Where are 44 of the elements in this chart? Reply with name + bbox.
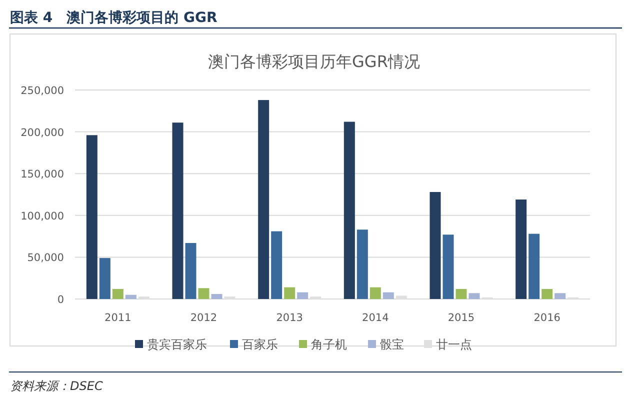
bar bbox=[456, 288, 467, 299]
bar bbox=[344, 122, 355, 299]
bar bbox=[271, 231, 282, 299]
bar bbox=[370, 287, 381, 299]
x-tick-label: 2015 bbox=[448, 312, 475, 324]
bar bbox=[554, 293, 566, 299]
bar bbox=[284, 287, 296, 299]
bar bbox=[99, 258, 110, 299]
bar bbox=[125, 294, 136, 299]
x-tick-label: 2016 bbox=[534, 312, 561, 324]
bar bbox=[297, 292, 308, 299]
bar bbox=[542, 288, 553, 299]
bar bbox=[356, 230, 368, 299]
bar bbox=[198, 288, 210, 299]
bar bbox=[382, 292, 394, 299]
chart-subtitle: 澳门各博彩项目历年GGR情况 bbox=[208, 52, 420, 71]
y-tick-label: 200,000 bbox=[20, 126, 64, 139]
bar bbox=[185, 242, 196, 299]
bar bbox=[468, 293, 480, 299]
bar bbox=[172, 122, 184, 299]
legend-label: 骰宝 bbox=[380, 338, 404, 352]
bar bbox=[211, 294, 222, 299]
y-tick-label: 50,000 bbox=[27, 252, 64, 264]
bar bbox=[86, 135, 98, 299]
y-tick-label: 0 bbox=[57, 294, 64, 306]
bar bbox=[112, 288, 124, 299]
legend-label: 百家乐 bbox=[242, 338, 278, 352]
bar bbox=[528, 234, 540, 299]
y-tick-label: 100,000 bbox=[20, 210, 64, 222]
bar bbox=[430, 192, 441, 299]
bar bbox=[442, 234, 454, 299]
bar bbox=[516, 200, 527, 299]
x-tick-label: 2011 bbox=[104, 312, 132, 324]
x-tick-label: 2013 bbox=[276, 312, 303, 324]
y-tick-label: 250,000 bbox=[20, 85, 64, 97]
x-tick-label: 2014 bbox=[362, 312, 390, 324]
legend-label: 角子机 bbox=[311, 338, 347, 352]
y-tick-label: 150,000 bbox=[20, 168, 64, 181]
chart-title: 图表 4 澳门各博彩项目的 GGR bbox=[10, 9, 218, 26]
bar bbox=[258, 100, 270, 299]
text: 资料来源：DSEC bbox=[10, 379, 104, 393]
legend-label: 贵宾百家乐 bbox=[147, 338, 207, 352]
x-tick-label: 2012 bbox=[190, 312, 218, 324]
legend-label: 廿一点 bbox=[436, 338, 472, 352]
